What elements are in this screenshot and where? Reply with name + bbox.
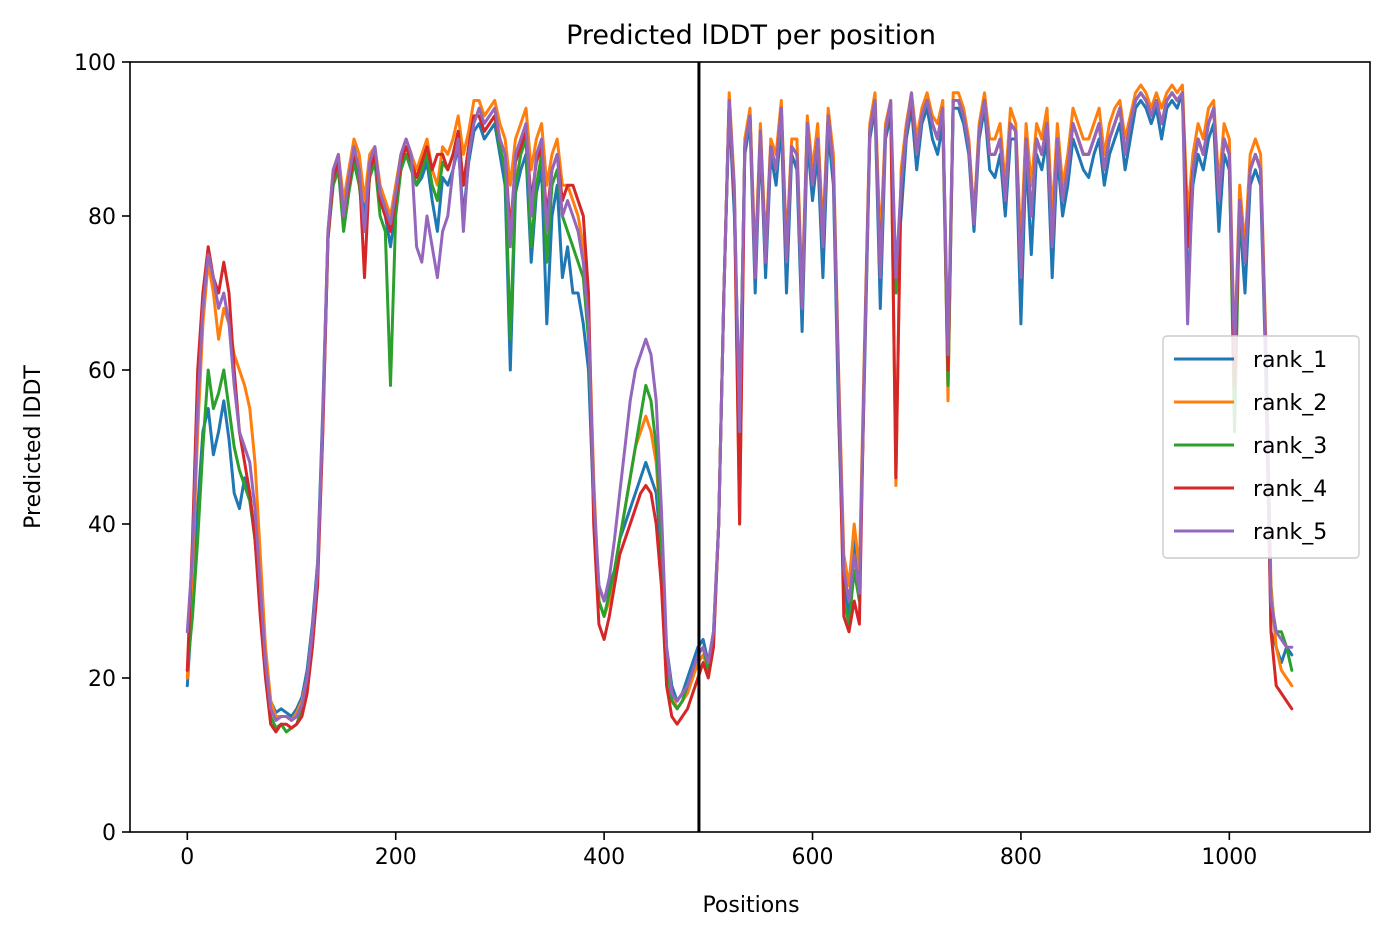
series-layer — [185, 83, 1294, 734]
chart-title: Predicted lDDT per position — [566, 20, 936, 51]
plot-frame — [129, 61, 1371, 833]
legend-label-rank-4: rank_4 — [1253, 477, 1327, 502]
y-tick-label: 20 — [88, 667, 116, 692]
y-tick-label: 40 — [88, 513, 116, 538]
x-tick-label: 600 — [792, 845, 834, 870]
x-tick-label: 1000 — [1201, 845, 1257, 870]
y-tick-label: 0 — [102, 821, 116, 846]
y-axis-title: Predicted lDDT — [21, 365, 46, 529]
legend-label-rank-2: rank_2 — [1253, 391, 1327, 416]
x-tick-label: 400 — [583, 845, 625, 870]
x-axis-title: Positions — [702, 893, 799, 918]
x-axis: 0 200 400 600 800 1000 — [180, 832, 1257, 870]
x-tick-label: 200 — [375, 845, 417, 870]
legend-label-rank-1: rank_1 — [1253, 348, 1327, 373]
y-tick-label: 60 — [88, 359, 116, 384]
x-tick-label: 0 — [180, 845, 194, 870]
y-tick-label: 80 — [88, 205, 116, 230]
legend-items: rank_1 rank_2 rank_3 rank_4 rank_5 — [1174, 348, 1327, 545]
y-axis: 0 20 40 60 80 100 — [74, 51, 130, 846]
legend-box — [1162, 335, 1360, 559]
series-line-rank-5 — [185, 91, 1294, 722]
y-tick-label: 100 — [74, 51, 116, 76]
legend: rank_1 rank_2 rank_3 rank_4 rank_5 — [1162, 335, 1360, 559]
legend-label-rank-5: rank_5 — [1253, 520, 1327, 545]
legend-label-rank-3: rank_3 — [1253, 434, 1327, 459]
x-tick-label: 800 — [1000, 845, 1042, 870]
